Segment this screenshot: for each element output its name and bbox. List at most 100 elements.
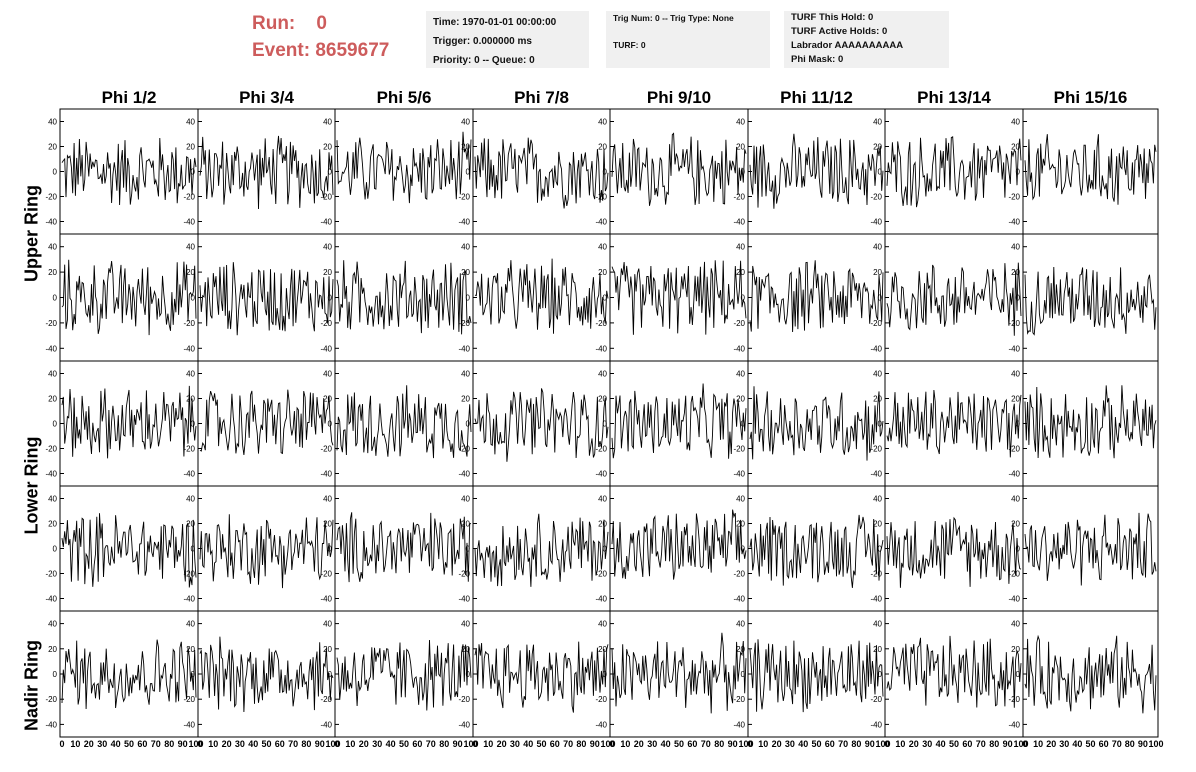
y-tick-label: 20: [873, 143, 882, 152]
x-tick-label: 100: [1013, 739, 1028, 749]
x-tick-label: 20: [497, 739, 507, 749]
y-tick-label: 0: [328, 294, 333, 303]
x-tick-label: 0: [747, 739, 752, 749]
y-tick-label: -20: [733, 445, 745, 454]
y-tick-label: 0: [603, 294, 608, 303]
y-tick-label: 0: [328, 670, 333, 679]
run-line: Run: 0: [252, 10, 389, 37]
waveform-trace: [886, 389, 1022, 458]
waveform-panel-r5-c4: 40 20 0 -20 -40: [458, 610, 611, 738]
waveform-trace: [199, 389, 334, 456]
waveform-trace: [611, 632, 747, 714]
x-tick-label: 80: [576, 739, 586, 749]
event-label: Event:: [252, 40, 311, 61]
y-tick-label: 40: [48, 370, 57, 379]
y-tick-label: 40: [736, 370, 745, 379]
y-tick-label: 0: [466, 294, 471, 303]
x-tick-label: 100: [1148, 739, 1163, 749]
y-tick-label: 0: [191, 670, 196, 679]
column-header-8: Phi 15/16: [1053, 88, 1128, 107]
y-tick-label: -20: [870, 695, 882, 704]
x-tick-label: 70: [426, 739, 436, 749]
waveform-trace: [611, 132, 747, 206]
y-tick-label: 20: [323, 520, 332, 529]
y-tick-label: 20: [323, 143, 332, 152]
x-tick-label: 20: [772, 739, 782, 749]
waveform-panel-r4-c1: 40 20 0 -20 -40: [45, 485, 199, 612]
x-tick-label: 10: [758, 739, 768, 749]
y-tick-label: 0: [741, 670, 746, 679]
x-tick-label: 50: [261, 739, 271, 749]
x-tick-label: 40: [661, 739, 671, 749]
waveform-trace: [1024, 134, 1157, 205]
waveform-trace: [336, 260, 472, 335]
x-tick-label: 50: [399, 739, 409, 749]
y-tick-label: -40: [733, 218, 745, 227]
y-tick-label: 0: [741, 420, 746, 429]
y-tick-label: 20: [736, 143, 745, 152]
x-tick-label: 40: [523, 739, 533, 749]
column-header-6: Phi 11/12: [780, 88, 853, 107]
x-tick-label: 40: [1072, 739, 1082, 749]
y-tick-label: -40: [320, 470, 332, 479]
waveform-panel-r1-c6: 40 20 0 -20 -40: [733, 108, 886, 235]
x-tick-label: 0: [609, 739, 614, 749]
y-tick-label: 0: [53, 420, 58, 429]
y-tick-label: 0: [328, 168, 333, 177]
y-tick-label: 40: [736, 620, 745, 629]
x-tick-label: 0: [1022, 739, 1027, 749]
x-tick-label: 80: [164, 739, 174, 749]
x-tick-label: 0: [59, 739, 64, 749]
waveform-trace: [886, 262, 1022, 336]
turf-active-holds-text: TURF Active Holds: 0: [791, 26, 888, 37]
y-tick-label: 20: [598, 143, 607, 152]
trigger-text: Trigger: 0.000000 ms: [433, 36, 532, 47]
y-tick-label: 0: [741, 294, 746, 303]
x-tick-label: 100: [875, 739, 890, 749]
column-header-1: Phi 1/2: [101, 88, 157, 107]
x-tick-label: 70: [288, 739, 298, 749]
y-tick-label: 0: [603, 420, 608, 429]
y-tick-label: -40: [320, 595, 332, 604]
column-header-4: Phi 7/8: [514, 88, 569, 107]
y-tick-label: -40: [870, 720, 882, 729]
waveform-trace: [61, 513, 197, 588]
y-tick-label: 40: [598, 370, 607, 379]
x-tick-label: 30: [785, 739, 795, 749]
waveform-trace: [749, 514, 884, 588]
y-tick-label: 40: [736, 243, 745, 252]
y-tick-label: 20: [1011, 645, 1020, 654]
y-tick-label: -20: [458, 445, 470, 454]
x-tick-label: 0: [884, 739, 889, 749]
y-tick-label: -20: [45, 570, 57, 579]
waveform-trace: [336, 512, 472, 583]
x-tick-label: 10: [70, 739, 80, 749]
y-tick-label: -40: [1008, 470, 1020, 479]
y-tick-label: -20: [320, 445, 332, 454]
y-tick-label: -40: [183, 720, 195, 729]
priority-text: Priority: 0 -- Queue: 0: [433, 55, 535, 66]
y-tick-label: 0: [53, 545, 58, 554]
y-tick-label: 40: [598, 243, 607, 252]
x-tick-label: 70: [1112, 739, 1122, 749]
x-tick-label: 20: [84, 739, 94, 749]
x-tick-label: 20: [222, 739, 232, 749]
y-tick-label: 20: [736, 268, 745, 277]
x-tick-label: 20: [359, 739, 369, 749]
y-tick-label: 0: [466, 670, 471, 679]
waveform-trace: [199, 514, 334, 589]
y-tick-label: -40: [458, 470, 470, 479]
waveform-trace: [336, 639, 472, 711]
y-tick-label: -40: [733, 595, 745, 604]
waveform-panel-r1-c4: 40 20 0 -20 -40: [458, 108, 611, 235]
y-tick-label: 20: [186, 143, 195, 152]
x-tick-label: 60: [275, 739, 285, 749]
y-tick-label: -20: [733, 319, 745, 328]
y-tick-label: 40: [323, 370, 332, 379]
x-tick-label: 10: [620, 739, 630, 749]
waveform-panel-r2-c5: 40 20 0 -20 -40: [595, 233, 749, 362]
y-tick-label: -40: [458, 720, 470, 729]
waveform-trace: [1024, 512, 1157, 586]
waveform-panel-r1-c5: 40 20 0 -20 -40: [595, 108, 749, 235]
waveform-trace: [886, 516, 1022, 588]
